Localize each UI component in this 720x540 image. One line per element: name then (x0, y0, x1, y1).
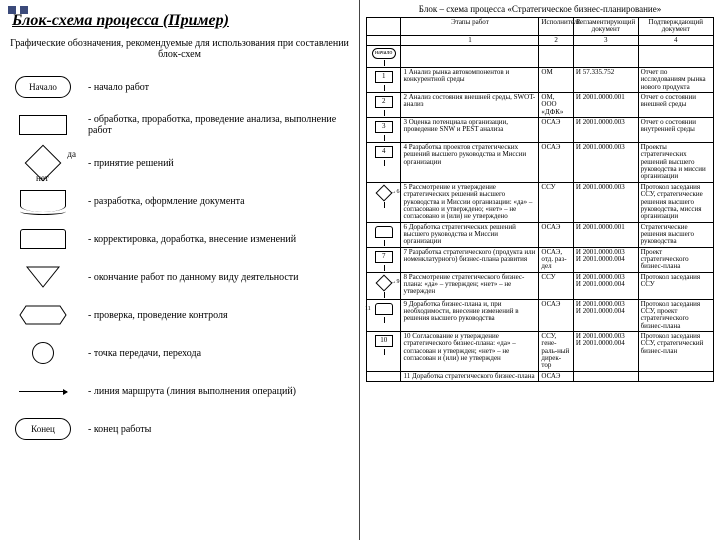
legend-list: Начало - начало работ - обработка, прорабо… (8, 70, 351, 446)
legend-row: - корректировка, доработка, внесение изм… (8, 222, 351, 256)
legend-row: Начало - начало работ (8, 70, 351, 104)
legend-row: - окончание работ по данному виду деятел… (8, 260, 351, 294)
legend-shape-doc (8, 186, 78, 216)
legend-row: - линия маршрута (линия выполнения опера… (8, 374, 351, 408)
legend-shape-circle (8, 338, 78, 368)
table-row: 11 Доработка стратегического бизнес-план… (367, 371, 714, 381)
legend-shape-oval: Начало (8, 72, 78, 102)
right-panel: Блок – схема процесса «Стратегическое би… (360, 0, 720, 540)
corner-decoration (8, 6, 28, 14)
legend-row: - обработка, проработка, проведение анал… (8, 108, 351, 142)
table-row: 11 Анализ рынка автокомпонентов и конкур… (367, 68, 714, 93)
legend-row: Конец - конец работы (8, 412, 351, 446)
table-row: →65 Рассмотрение и утверждение стратегич… (367, 182, 714, 222)
page: Блок-схема процесса (Пример) Графические… (0, 0, 720, 540)
legend-text: - принятие решений (88, 158, 174, 169)
left-panel: Блок-схема процесса (Пример) Графические… (0, 0, 360, 540)
th-reg: Регламентирующий документ (573, 18, 638, 36)
num-row: 1 2 3 4 (367, 35, 714, 45)
table-row: 6 Доработка стратегических решений высше… (367, 222, 714, 247)
th-exec: Исполнитель (539, 18, 573, 36)
legend-row: - точка передачи, перехода (8, 336, 351, 370)
table-row: 77 Разработка стратегического (продукта … (367, 247, 714, 272)
table-row: 1010 Согласование и утверждение стратеги… (367, 331, 714, 371)
legend-shape-corr (8, 224, 78, 254)
legend-text: - разработка, оформление документа (88, 196, 245, 207)
legend-text: - проверка, проведение контроля (88, 310, 228, 321)
legend-shape-oval: Конец (8, 414, 78, 444)
legend-shape-hex (8, 300, 78, 330)
table-row: 22 Анализ состояния внешней среды, SWOT-… (367, 93, 714, 118)
legend-text: - конец работы (88, 424, 151, 435)
legend-shape-diamond: данет (8, 148, 78, 178)
th-conf: Подтверждающий документ (638, 18, 713, 36)
table-row: 44 Разработка проектов стратегических ре… (367, 143, 714, 183)
legend-row: - проверка, проведение контроля (8, 298, 351, 332)
legend-shape-tri (8, 262, 78, 292)
table-row: 33 Оценка потенциала организации, провед… (367, 118, 714, 143)
th-stage: Этапы работ (401, 18, 539, 36)
table-row: →98 Рассмотрение стратегического бизнес-… (367, 272, 714, 299)
th-flow (367, 18, 401, 36)
legend-row: данет - принятие решений (8, 146, 351, 180)
table-row: 119 Доработка бизнес-плана и, при необхо… (367, 299, 714, 331)
header-row: Этапы работ Исполнитель Регламентирующий… (367, 18, 714, 36)
legend-text: - корректировка, доработка, внесение изм… (88, 234, 296, 245)
right-title: Блок – схема процесса «Стратегическое би… (366, 4, 714, 14)
process-table: Этапы работ Исполнитель Регламентирующий… (366, 17, 714, 382)
legend-shape-line (8, 376, 78, 406)
legend-text: - начало работ (88, 82, 149, 93)
legend-text: - обработка, проработка, проведение анал… (88, 114, 351, 136)
legend-text: - линия маршрута (линия выполнения опера… (88, 386, 296, 397)
legend-text: - точка передачи, перехода (88, 348, 201, 359)
legend-text: - окончание работ по данному виду деятел… (88, 272, 299, 283)
table-row: начало (367, 46, 714, 68)
legend-subtitle: Графические обозначения, рекомендуемые д… (8, 38, 351, 60)
legend-row: - разработка, оформление документа (8, 184, 351, 218)
legend-shape-rect (8, 110, 78, 140)
page-title: Блок-схема процесса (Пример) (12, 12, 351, 30)
